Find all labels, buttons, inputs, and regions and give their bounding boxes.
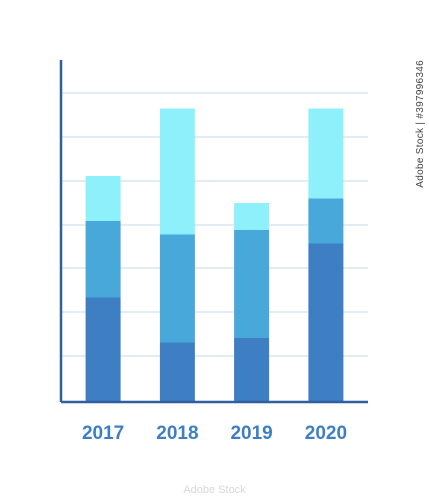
bar-2019-segment-2 — [234, 230, 270, 338]
x-tick-label-2020: 2020 — [305, 423, 347, 444]
x-tick-label-2018: 2018 — [156, 423, 198, 444]
bar-2018-segment-1 — [159, 342, 195, 401]
bar-2020-segment-2 — [308, 198, 344, 244]
bar-2020-segment-1 — [308, 243, 344, 401]
watermark-brand: Adobe Stock — [183, 484, 246, 496]
bars — [85, 108, 344, 401]
bar-2018-segment-2 — [159, 234, 195, 343]
bar-2019-segment-1 — [234, 338, 270, 401]
bar-2017-segment-2 — [85, 221, 121, 298]
x-tick-label-2019: 2019 — [230, 423, 272, 444]
bar-2020-segment-3 — [308, 108, 344, 199]
x-tick-label-2017: 2017 — [82, 423, 124, 444]
bar-2017-segment-3 — [85, 176, 121, 221]
x-tick-labels: 2017 2018 2019 2020 — [82, 423, 347, 444]
bar-2019-segment-3 — [234, 203, 270, 230]
axes — [59, 60, 368, 404]
bar-2017-segment-1 — [85, 297, 121, 401]
bar-2018-segment-3 — [159, 108, 195, 235]
watermark-stock-id: Adobe Stock | #397996346 — [415, 60, 426, 188]
